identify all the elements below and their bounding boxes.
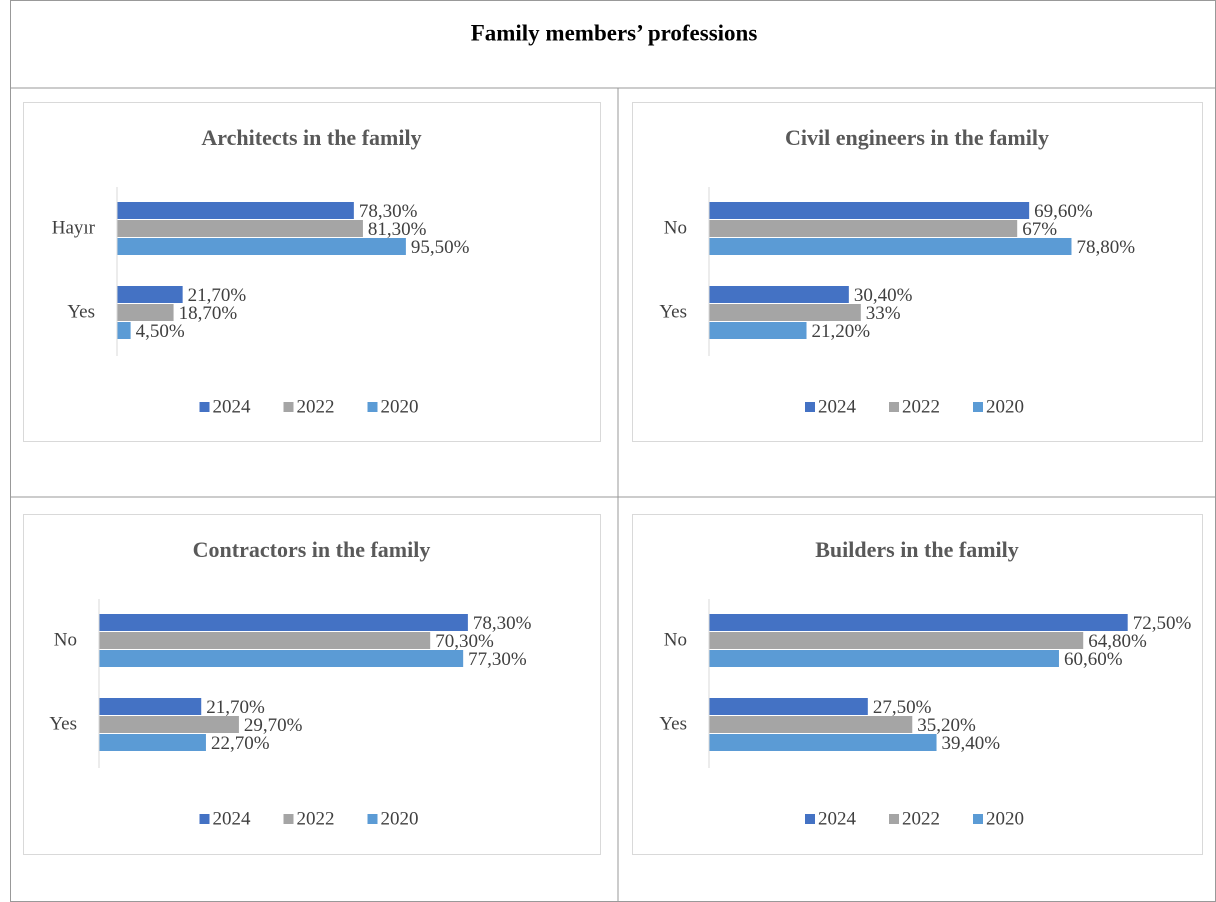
- category-label: Yes: [67, 301, 95, 322]
- data-label: 67%: [1022, 219, 1057, 240]
- chart-title: Contractors in the family: [193, 537, 431, 562]
- legend-label: 2020: [381, 808, 419, 829]
- bar: [99, 614, 468, 631]
- bar: [709, 716, 913, 733]
- data-label: 21,70%: [188, 285, 247, 306]
- bar: [117, 238, 406, 255]
- category-label: Yes: [49, 713, 77, 734]
- chart-title: Civil engineers in the family: [785, 125, 1049, 150]
- bar: [709, 698, 868, 715]
- bar: [117, 322, 131, 339]
- data-label: 22,70%: [211, 733, 270, 754]
- legend-label: 2022: [297, 808, 335, 829]
- data-label: 39,40%: [942, 733, 1001, 754]
- chart-title: Architects in the family: [201, 125, 421, 150]
- chart-frame: [632, 514, 1203, 855]
- bar: [709, 202, 1030, 219]
- data-label: 69,60%: [1034, 201, 1093, 222]
- data-label: 30,40%: [854, 285, 913, 306]
- bar: [709, 220, 1018, 237]
- chart-frame: [23, 514, 601, 855]
- bar: [709, 614, 1128, 631]
- category-label: No: [54, 629, 77, 650]
- legend-label: 2022: [902, 396, 940, 417]
- legend-swatch: [889, 814, 899, 824]
- legend-label: 2024: [213, 808, 252, 829]
- legend-swatch: [889, 402, 899, 412]
- legend-label: 2020: [381, 396, 419, 417]
- bar: [709, 632, 1084, 649]
- legend-swatch: [805, 814, 815, 824]
- category-label: Hayır: [52, 217, 96, 238]
- data-label: 78,30%: [359, 201, 418, 222]
- legend-swatch: [283, 402, 294, 412]
- legend-label: 2020: [986, 396, 1024, 417]
- data-label: 21,70%: [206, 697, 265, 718]
- data-label: 35,20%: [917, 715, 976, 736]
- category-label: No: [664, 629, 687, 650]
- bar: [99, 716, 239, 733]
- data-label: 21,20%: [812, 321, 871, 342]
- legend-swatch: [367, 402, 378, 412]
- data-label: 81,30%: [368, 219, 427, 240]
- legend-swatch: [973, 814, 983, 824]
- legend-label: 2022: [297, 396, 335, 417]
- bar: [99, 632, 431, 649]
- category-label: Yes: [659, 301, 687, 322]
- bar: [709, 304, 861, 321]
- chart-title: Builders in the family: [815, 537, 1019, 562]
- data-label: 70,30%: [435, 631, 494, 652]
- bar: [117, 304, 174, 321]
- legend-swatch: [199, 402, 210, 412]
- chart-frame: [632, 102, 1203, 442]
- category-label: Yes: [659, 713, 687, 734]
- data-label: 33%: [866, 303, 901, 324]
- data-label: 18,70%: [179, 303, 238, 324]
- bar: [709, 734, 937, 751]
- legend-label: 2024: [213, 396, 252, 417]
- legend-swatch: [199, 814, 210, 824]
- legend-label: 2024: [818, 808, 857, 829]
- data-label: 27,50%: [873, 697, 932, 718]
- bar: [99, 734, 206, 751]
- category-label: No: [664, 217, 687, 238]
- data-label: 4,50%: [136, 321, 185, 342]
- bar: [99, 650, 464, 667]
- data-label: 64,80%: [1088, 631, 1147, 652]
- bar: [709, 238, 1072, 255]
- legend-label: 2022: [902, 808, 940, 829]
- legend-swatch: [973, 402, 983, 412]
- data-label: 95,50%: [411, 237, 470, 258]
- data-label: 78,30%: [473, 613, 532, 634]
- data-label: 78,80%: [1076, 237, 1135, 258]
- data-label: 72,50%: [1133, 613, 1192, 634]
- bar: [709, 286, 849, 303]
- legend-swatch: [367, 814, 378, 824]
- data-label: 60,60%: [1064, 649, 1123, 670]
- legend-swatch: [283, 814, 294, 824]
- legend-label: 2020: [986, 808, 1024, 829]
- bar: [117, 202, 354, 219]
- legend-label: 2024: [818, 396, 857, 417]
- bar: [117, 220, 363, 237]
- data-label: 77,30%: [468, 649, 527, 670]
- legend-swatch: [805, 402, 815, 412]
- page-title: Family members’ professions: [471, 20, 758, 45]
- data-label: 29,70%: [244, 715, 303, 736]
- bar: [709, 650, 1059, 667]
- bar: [117, 286, 183, 303]
- chart-frame: [23, 102, 601, 442]
- bar: [709, 322, 807, 339]
- bar: [99, 698, 202, 715]
